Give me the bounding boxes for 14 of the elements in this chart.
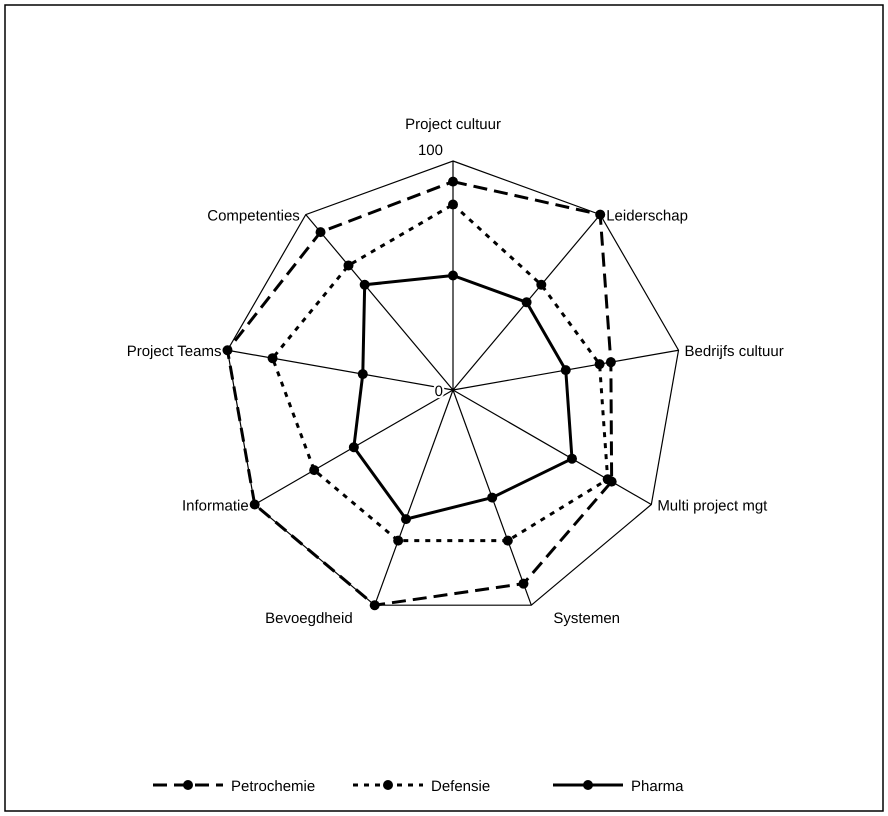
spoke-label: Project Teams <box>126 343 222 360</box>
y-tick-label: 0 <box>434 383 443 400</box>
legend-label: Petrochemie <box>231 778 316 795</box>
spoke-label: Bevoegdheid <box>265 610 353 628</box>
spoke-label: Bedrijfs cultuur <box>684 343 784 360</box>
legend-label: Defensie <box>431 778 490 795</box>
spoke-label: Multi project mgt <box>657 498 768 514</box>
spoke-label: Informatie <box>182 498 249 514</box>
spoke-label: Competenties <box>207 208 300 225</box>
spoke-label: Systemen <box>553 610 620 628</box>
spoke-label: Project cultuur <box>405 116 501 133</box>
spoke-label: Leiderschap <box>606 208 688 225</box>
legend-label: Pharma <box>631 778 684 795</box>
y-tick-label: 100 <box>418 142 443 159</box>
